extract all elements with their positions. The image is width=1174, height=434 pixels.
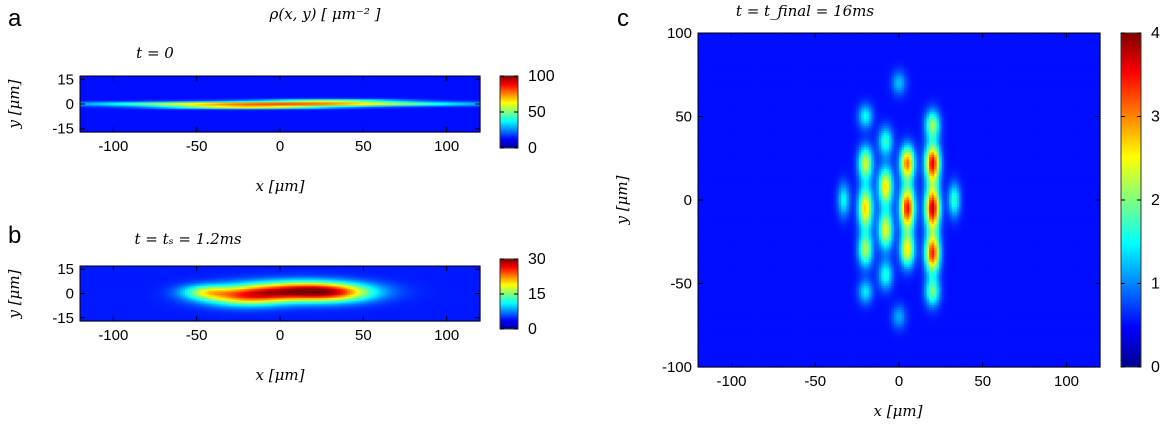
panel-letter: a bbox=[8, 5, 22, 32]
chart-title: t = 0 bbox=[136, 44, 174, 62]
density-label: ρ(x, y) [ μm⁻² ] bbox=[269, 5, 381, 23]
